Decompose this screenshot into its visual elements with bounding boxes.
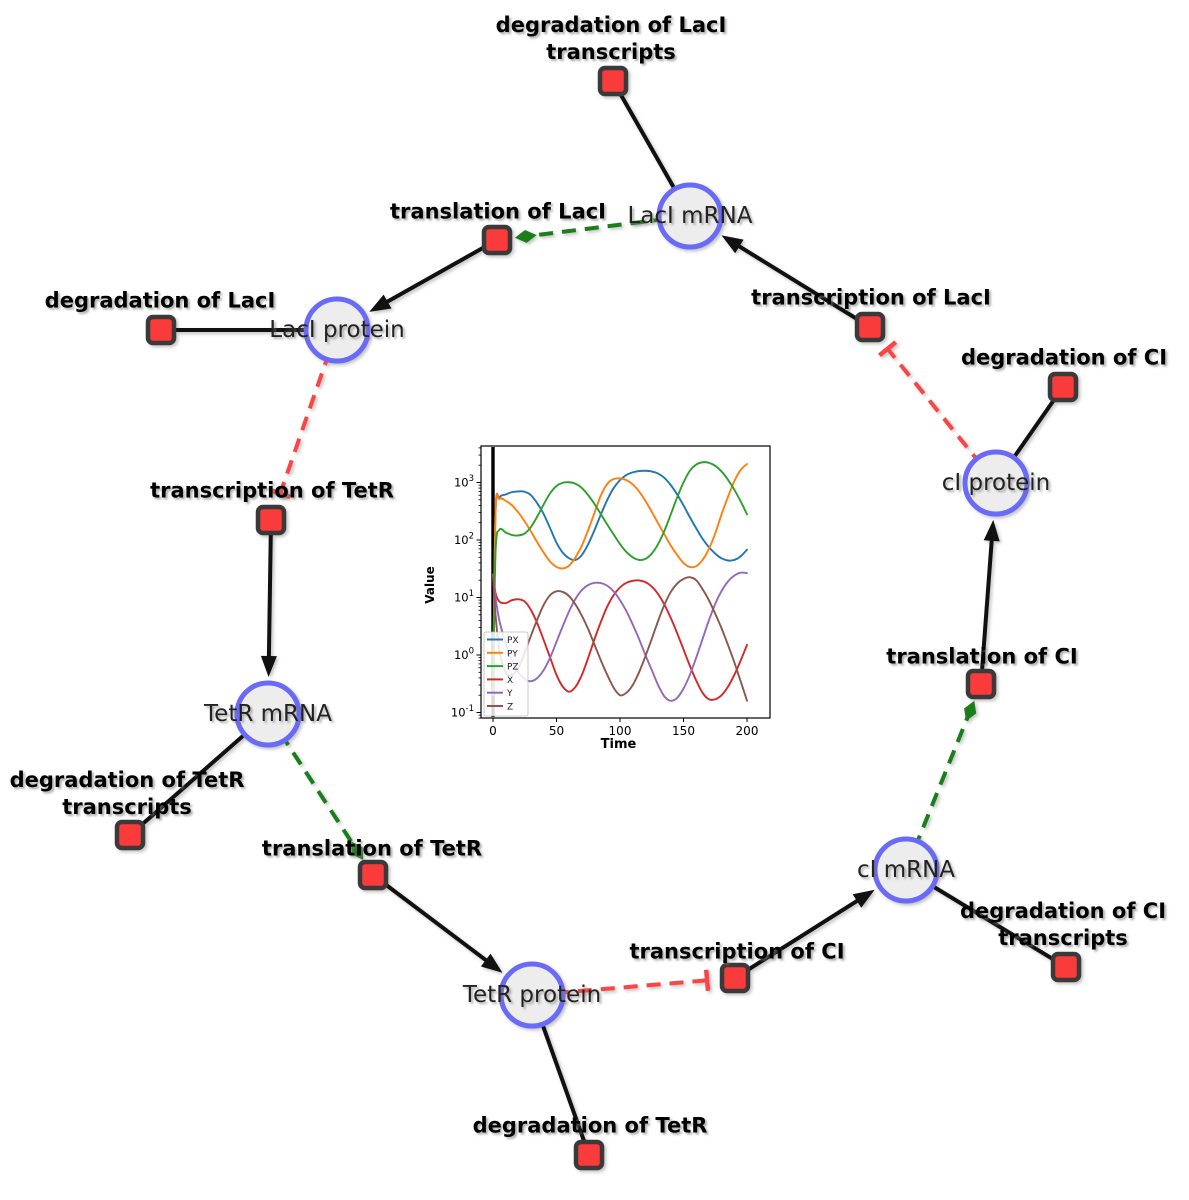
edge-translation-of-tetr-to-tetr-protein — [371, 873, 503, 973]
species-node-ci-mrna — [872, 836, 940, 904]
edge-translation-of-laci-to-laci-protein-line — [382, 238, 498, 306]
legend-box — [483, 631, 529, 717]
edge-transcription-of-tetr-to-tetr-mrna-line — [266, 519, 273, 662]
edge-translation-of-tetr-to-tetr-protein-line — [371, 873, 491, 965]
chart-series-layer — [492, 461, 748, 702]
edge-translation-of-ci-to-ci-protein-arrowhead-icon — [983, 519, 1000, 542]
inset-timeseries-chart: 0 50 100 150 20010-1100101102103PXPYPZXYZTim… — [420, 425, 790, 781]
edge-transcription-of-tetr-to-tetr-mrna-arrowhead-icon — [260, 655, 277, 678]
edge-transcription-of-tetr-to-tetr-mrna — [260, 519, 277, 678]
edge-transcription-of-laci-to-laci-mrna — [721, 235, 872, 329]
reaction-node-degradation-of-laci-transcripts — [597, 65, 629, 97]
reaction-node-degradation-of-ci-transcripts — [1050, 951, 1082, 983]
reaction-node-translation-of-ci — [965, 668, 997, 700]
chart-y-axis-label: Value — [423, 566, 437, 604]
species-node-tetr-protein — [498, 961, 566, 1029]
edge-transcription-of-ci-to-ci-mrna — [733, 889, 875, 980]
series-line-PY — [492, 463, 748, 697]
chart-background — [420, 425, 790, 781]
edge-ci-protein-to-transcription-of-laci-tee-icon — [878, 340, 898, 358]
reaction-node-transcription-of-ci — [719, 962, 751, 994]
species-node-laci-mrna — [656, 182, 724, 250]
legend-label: PZ — [507, 663, 519, 673]
x-tick-label: 150 — [672, 724, 695, 738]
species-node-laci-protein — [303, 296, 371, 364]
edge-translation-of-ci-to-ci-protein-line — [979, 535, 995, 685]
reaction-node-translation-of-tetr — [357, 859, 389, 891]
edge-translation-of-ci-to-ci-protein — [979, 519, 1000, 685]
legend-label: PY — [507, 649, 518, 659]
x-tick-label: 100 — [609, 724, 632, 738]
chart-legend: PX PY PZ XYZ — [483, 631, 529, 717]
legend-label: PX — [507, 636, 519, 646]
reaction-node-transcription-of-laci — [854, 311, 886, 343]
series-line-PX — [492, 469, 748, 697]
edge-tetr-mrna-to-translation-of-tetr-diamond-icon — [351, 841, 364, 860]
edge-laci-mrna-to-translation-of-laci-diamond-icon — [514, 229, 537, 243]
x-tick-label: 200 — [736, 724, 759, 738]
reaction-node-degradation-of-tetr-transcripts — [114, 819, 146, 851]
species-nodes-layer — [234, 182, 1030, 1029]
edge-translation-of-laci-to-laci-protein — [369, 238, 498, 312]
edge-laci-protein-to-transcription-of-tetr-tee-icon — [269, 487, 291, 500]
edge-transcription-of-laci-to-laci-mrna-arrowhead-icon — [721, 235, 744, 254]
reaction-node-translation-of-laci — [481, 224, 513, 256]
series-line-Z — [492, 573, 748, 702]
legend-label: Y — [506, 689, 513, 699]
legend-label: Z — [507, 703, 513, 713]
x-tick-label: 50 — [549, 724, 564, 738]
edge-transcription-of-ci-to-ci-mrna-line — [733, 896, 863, 980]
edge-translation-of-laci-to-laci-protein-arrowhead-icon — [369, 294, 392, 312]
series-line-Y — [492, 571, 748, 702]
reaction-node-transcription-of-tetr — [255, 504, 287, 536]
edge-tetr-protein-to-transcription-of-ci-tee-icon — [703, 969, 711, 991]
reaction-node-degradation-of-ci — [1047, 371, 1079, 403]
species-node-tetr-mrna — [234, 680, 302, 748]
reaction-node-degradation-of-tetr — [573, 1139, 605, 1171]
edge-transcription-of-ci-to-ci-mrna-arrowhead-icon — [852, 889, 875, 908]
chart-plot-frame — [480, 445, 771, 719]
reaction-node-degradation-of-laci — [145, 314, 177, 346]
edge-transcription-of-laci-to-laci-mrna-line — [734, 242, 872, 329]
edge-translation-of-tetr-to-tetr-protein-arrowhead-icon — [480, 953, 503, 973]
legend-label: X — [507, 676, 513, 686]
series-line-X — [492, 573, 748, 701]
species-node-ci-protein — [962, 449, 1030, 517]
x-tick-label: 0 — [489, 724, 497, 738]
chart-x-axis-label: Time — [601, 737, 637, 752]
edge-ci-mrna-to-translation-of-ci-diamond-icon — [964, 700, 977, 722]
series-line-PZ — [492, 461, 748, 697]
reaction-nodes-layer — [114, 65, 1082, 1171]
